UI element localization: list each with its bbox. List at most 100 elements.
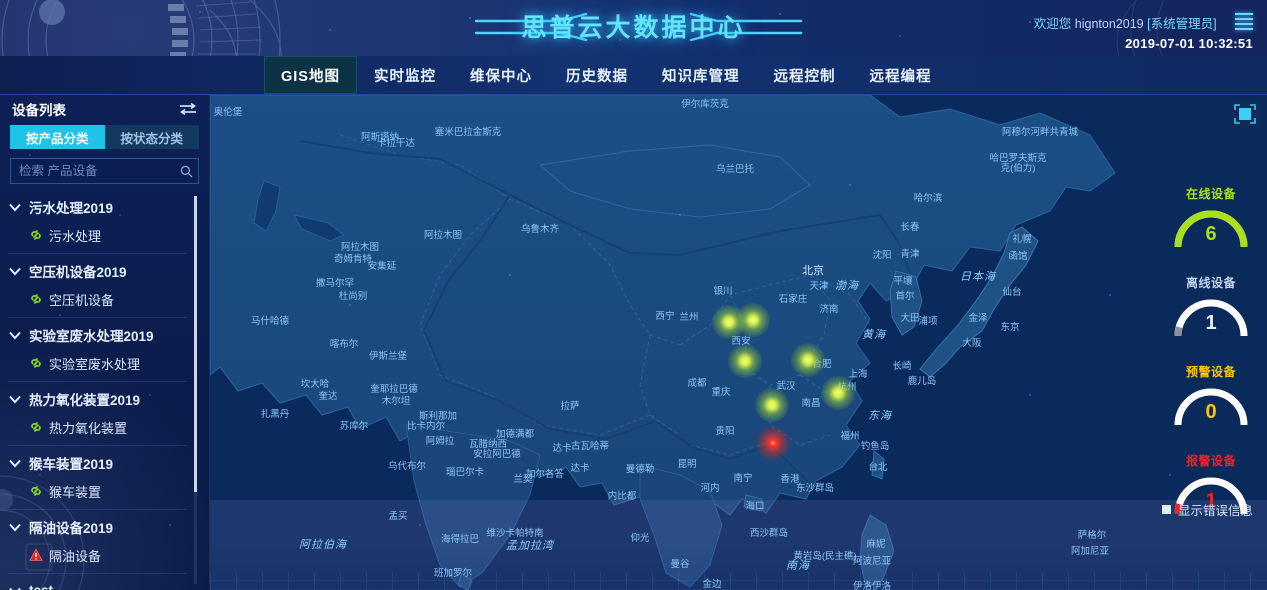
title-bracket-left-icon [474, 12, 588, 42]
tab-realtime[interactable]: 实时监控 [373, 68, 436, 85]
tree-group: 热力氧化装置2019 热力氧化装置 [8, 384, 187, 446]
tree-group: test [8, 576, 187, 590]
sidebar-header: 设备列表 [0, 95, 209, 123]
gauge-warning-label: 预警设备 [1185, 365, 1236, 379]
gauge-offline-label: 离线设备 [1185, 276, 1236, 290]
header-decoration-left [1, 0, 282, 56]
tree-group-header[interactable]: 污水处理2019 [8, 192, 187, 221]
gauge-alarm: 报警设备 1 [1161, 452, 1261, 530]
tree-group-label: 实验室废水处理2019 [29, 328, 154, 344]
tab-history[interactable]: 历史数据 [565, 68, 628, 85]
map-marker-alarm[interactable] [756, 426, 790, 460]
tree-group-header[interactable]: 实验室废水处理2019 [8, 320, 187, 349]
tree-group: 污水处理2019 污水处理 [8, 192, 187, 254]
hamburger-menu-icon[interactable] [1235, 13, 1255, 31]
gauge-alarm-arc [1174, 477, 1248, 515]
username-label: hignton2019 [1074, 17, 1144, 31]
marker-glow [791, 343, 825, 377]
page-title: 思普云大数据中心 [521, 14, 746, 42]
map-marker-layer[interactable] [210, 95, 1267, 590]
marker-glow [821, 376, 855, 410]
chevron-down-icon[interactable] [8, 392, 22, 406]
tab-knowledge-base[interactable]: 知识库管理 [661, 68, 740, 85]
search-icon[interactable] [180, 165, 193, 178]
sidebar-tabs: 按产品分类 按状态分类 [10, 125, 199, 149]
tree-group-header[interactable]: 热力氧化装置2019 [8, 384, 187, 413]
chevron-down-icon[interactable] [8, 520, 22, 534]
chevron-down-icon[interactable] [8, 584, 22, 590]
tree-group: 空压机设备2019 空压机设备 [8, 256, 187, 318]
tree-group-header[interactable]: test [8, 576, 187, 590]
tree-leaf[interactable]: 隔油设备 [8, 541, 187, 569]
tree-leaf-label: 猴车装置 [49, 484, 102, 500]
chevron-down-icon[interactable] [8, 328, 22, 342]
gauge-warning: 预警设备 0 [1161, 363, 1261, 441]
tab-remote-program[interactable]: 远程编程 [869, 68, 932, 85]
search-input[interactable] [19, 164, 180, 178]
tree-leaf[interactable]: 空压机设备 [8, 285, 187, 313]
marker-glow [736, 303, 770, 337]
tree-group: 猴车装置2019 猴车装置 [8, 448, 187, 510]
map-marker-online[interactable] [755, 388, 789, 422]
tree-group-label: 污水处理2019 [29, 200, 114, 216]
gauge-online-label: 在线设备 [1185, 187, 1236, 201]
device-search-box [10, 158, 199, 184]
gauge-warning-arc [1174, 388, 1248, 426]
alarm-triangle-icon [29, 548, 43, 561]
tree-leaf[interactable]: 实验室废水处理 [8, 349, 187, 377]
gauge-warning-value: 0 [1205, 401, 1217, 423]
marker-glow [728, 344, 762, 378]
sidebar-decoration-icon [0, 475, 85, 590]
gauge-alarm-value: 1 [1205, 490, 1217, 512]
link-ok-icon [31, 294, 41, 304]
tree-scrollbar[interactable] [194, 196, 197, 584]
tab-maintenance[interactable]: 维保中心 [469, 68, 532, 85]
header-decoration-right [1116, 0, 1267, 56]
show-errors-toggle[interactable]: 显示错误信息 [1161, 500, 1253, 519]
gauge-online-arc [1174, 210, 1248, 248]
gis-map[interactable]: 奥伦堡 阿斯塔纳 卡拉干达 塞米巴拉金斯克 伊尔库茨克 乌兰巴托 阿穆尔河畔共青城 哈巴罗夫斯… [210, 95, 1267, 590]
tree-leaf-label: 热力氧化装置 [49, 420, 128, 436]
tree-group: 隔油设备2019 隔油设备 [8, 512, 187, 574]
map-marker-online[interactable] [791, 343, 825, 377]
map-marker-online[interactable] [821, 376, 855, 410]
tab-by-status[interactable]: 按状态分类 [104, 125, 199, 149]
header-starfield [0, 0, 1267, 56]
swap-arrows-icon[interactable] [179, 102, 197, 116]
marker-glow [755, 388, 789, 422]
tree-group-header[interactable]: 隔油设备2019 [8, 512, 187, 541]
tree-leaf[interactable]: 猴车装置 [8, 477, 187, 505]
chevron-down-icon[interactable] [8, 200, 22, 214]
chevron-down-icon[interactable] [8, 456, 22, 470]
tree-leaf[interactable]: 污水处理 [8, 221, 187, 249]
map-bottom-grid [210, 572, 1267, 590]
gauge-online: 在线设备 6 [1161, 185, 1261, 263]
app-header: 思普云大数据中心 欢迎您 hignton2019 [系统管理员] 2019-07… [0, 0, 1267, 56]
datetime-label: 2019-07-01 10:32:51 [1125, 36, 1253, 52]
tree-group-label: 隔油设备2019 [29, 520, 114, 536]
welcome-label: 欢迎您 [1033, 17, 1072, 31]
tree-group-header[interactable]: 空压机设备2019 [8, 256, 187, 285]
status-gauges: 在线设备 6 离线设备 1 预警设备 0 报警设备 [1161, 185, 1261, 541]
fullscreen-expand-icon[interactable] [1231, 101, 1259, 127]
tab-by-product[interactable]: 按产品分类 [10, 125, 105, 149]
map-landmass [210, 95, 1267, 590]
welcome-text: 欢迎您 hignton2019 [系统管理员] [1034, 15, 1217, 33]
main-nav: GIS地图 实时监控 维保中心 历史数据 知识库管理 远程控制 远程编程 [0, 56, 1267, 95]
tree-group-label: test [29, 583, 53, 590]
tab-gis-map[interactable]: GIS地图 [264, 56, 357, 94]
map-marker-online[interactable] [736, 303, 770, 337]
checkbox-icon[interactable] [1161, 505, 1171, 514]
tree-leaf-label: 隔油设备 [49, 548, 102, 564]
chevron-down-icon[interactable] [8, 264, 22, 278]
tree-group-label: 热力氧化装置2019 [29, 392, 141, 408]
map-marker-online[interactable] [728, 344, 762, 378]
tree-leaf[interactable]: 热力氧化装置 [8, 413, 187, 441]
device-tree[interactable]: 污水处理2019 污水处理 空压机设备2019 空压机设备 实验室废水处理201… [0, 192, 209, 590]
marker-glow [756, 426, 790, 460]
user-area: 欢迎您 hignton2019 [系统管理员] 2019-07-01 10:32… [1034, 10, 1253, 54]
tab-remote-control[interactable]: 远程控制 [773, 68, 836, 85]
sidebar-title: 设备列表 [12, 103, 66, 118]
tree-group-header[interactable]: 猴车装置2019 [8, 448, 187, 477]
link-ok-icon [31, 230, 41, 240]
